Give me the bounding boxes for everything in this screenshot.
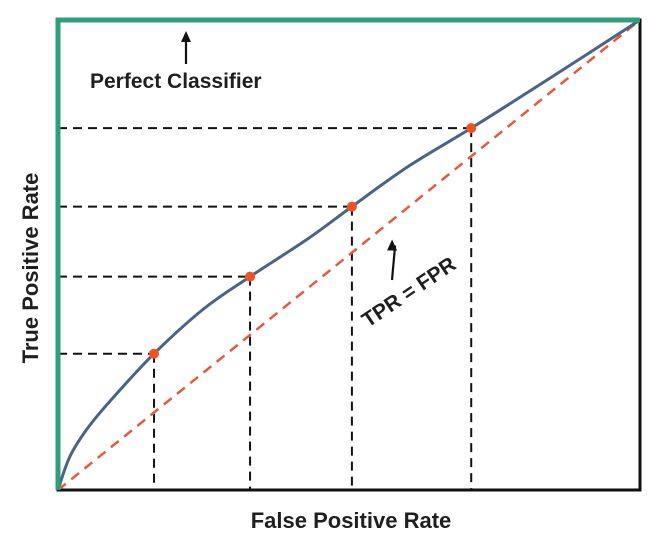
perfect-classifier-line (55, 17, 640, 490)
y-axis-label-group: True Positive Rate (18, 173, 43, 364)
roc-curve-layer (58, 20, 640, 490)
diagonal-layer (58, 20, 640, 490)
tpr-fpr-label-group: TPR = FPR (358, 253, 460, 332)
threshold-reference-lines (58, 127, 473, 490)
tpr-fpr-arrow-shaft (390, 245, 397, 281)
threshold-point-2 (245, 271, 256, 282)
threshold-point-4 (466, 123, 477, 134)
perfect-classifier-arrow-head (181, 31, 191, 42)
perfect-classifier-layer (55, 17, 640, 490)
roc-curve-line (58, 20, 640, 490)
x-axis-label: False Positive Rate (251, 508, 452, 533)
annotations-layer: Perfect Classifier TPR = FPR (90, 31, 460, 332)
perfect-classifier-label: Perfect Classifier (90, 70, 262, 93)
tpr-fpr-arrow-head (387, 239, 398, 251)
threshold-point-1 (149, 348, 160, 359)
y-axis-label: True Positive Rate (18, 173, 43, 364)
tpr-equals-fpr-line (58, 20, 640, 490)
tpr-fpr-label: TPR = FPR (358, 253, 460, 332)
threshold-points-layer (149, 123, 477, 359)
threshold-point-3 (346, 201, 357, 212)
